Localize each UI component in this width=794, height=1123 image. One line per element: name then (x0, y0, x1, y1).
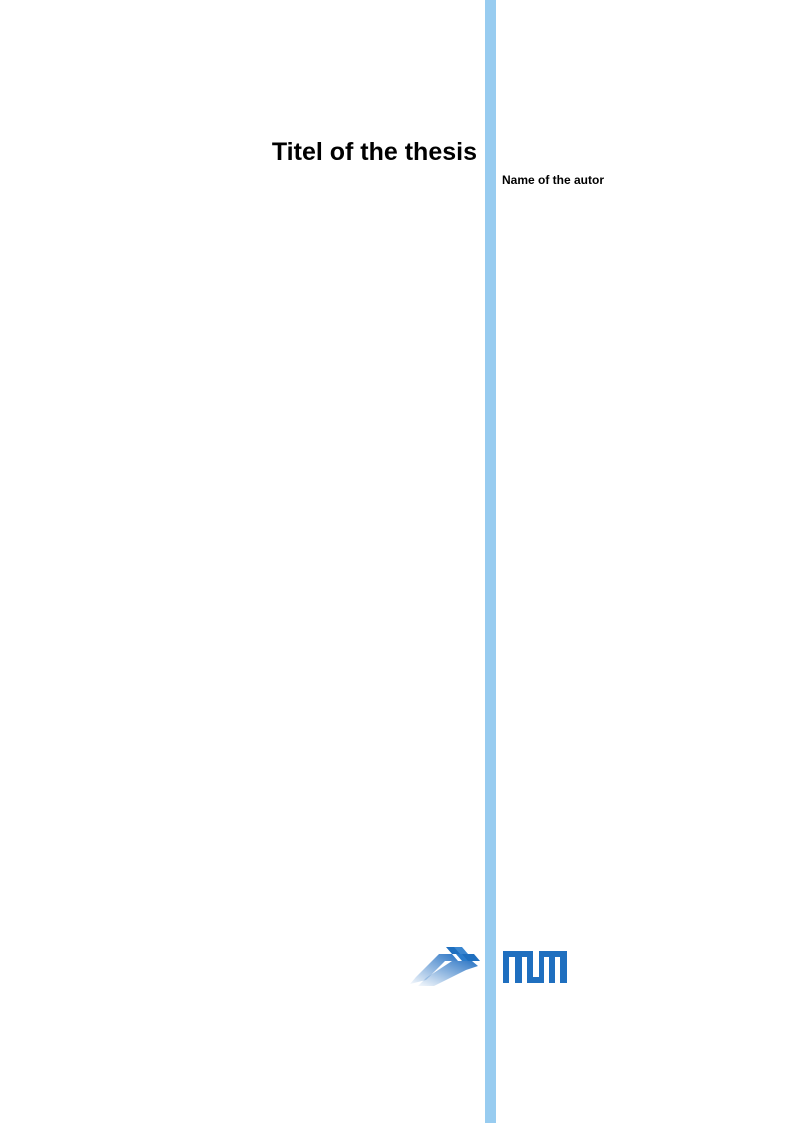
thesis-title: Titel of the thesis (271, 138, 477, 166)
author-name: Name of the autor (502, 173, 605, 187)
vertical-accent-bar (485, 0, 496, 1123)
department-logo (410, 947, 480, 986)
tum-logo (503, 951, 567, 983)
